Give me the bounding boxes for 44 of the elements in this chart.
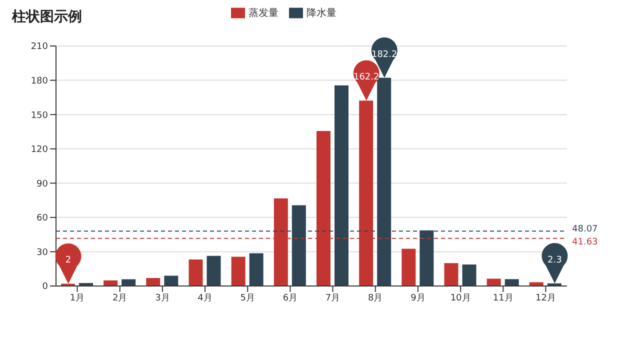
x-tick-label: 6月 (282, 293, 298, 304)
bar (462, 264, 476, 286)
ref-line-label: 48.07 (572, 224, 598, 234)
y-tick-label: 150 (30, 110, 48, 121)
y-tick-label: 180 (30, 76, 48, 86)
bar (231, 256, 246, 286)
annotation: 162.2 (353, 72, 380, 83)
x-tick-label: 12月 (535, 293, 556, 304)
bar (146, 278, 160, 286)
x-tick-label: 10月 (450, 293, 471, 304)
x-tick-label: 2月 (112, 293, 128, 304)
bar (206, 256, 221, 286)
map-pin-icon: 162.2 (353, 60, 380, 101)
bar (164, 276, 178, 286)
y-tick-label: 90 (36, 179, 48, 190)
bar (504, 279, 519, 286)
y-tick-label: 120 (30, 145, 48, 156)
bar (529, 282, 544, 286)
legend-label: 蒸发量 (248, 8, 278, 19)
annotation: 182.2 (371, 50, 398, 60)
bar (444, 263, 458, 286)
legend-label: 降水量 (306, 8, 336, 19)
x-tick-label: 9月 (410, 293, 426, 304)
x-tick-label: 5月 (240, 293, 255, 304)
map-pin-icon: 2.3 (542, 243, 568, 284)
y-tick-label: 30 (36, 248, 48, 258)
y-tick-label: 60 (36, 214, 48, 224)
x-tick-label: 3月 (155, 293, 170, 304)
annotation: 2.3 (548, 255, 562, 266)
bar (486, 278, 501, 286)
y-tick-label: 0 (42, 282, 48, 292)
x-tick-label: 11月 (492, 293, 514, 304)
x-tick-label: 8月 (368, 293, 383, 304)
chart-title: 柱状图示例 (12, 8, 82, 26)
ref-line-label: 41.63 (572, 238, 598, 248)
x-tick-label: 4月 (198, 293, 212, 304)
map-pin-icon: 2 (55, 243, 82, 284)
annotation: 2 (65, 256, 72, 266)
x-tick-label: 7月 (325, 293, 340, 304)
bar (402, 248, 416, 286)
y-tick-label: 210 (30, 42, 48, 52)
bar (249, 253, 264, 286)
bar (188, 259, 203, 286)
x-tick-label: 1月 (70, 293, 85, 304)
